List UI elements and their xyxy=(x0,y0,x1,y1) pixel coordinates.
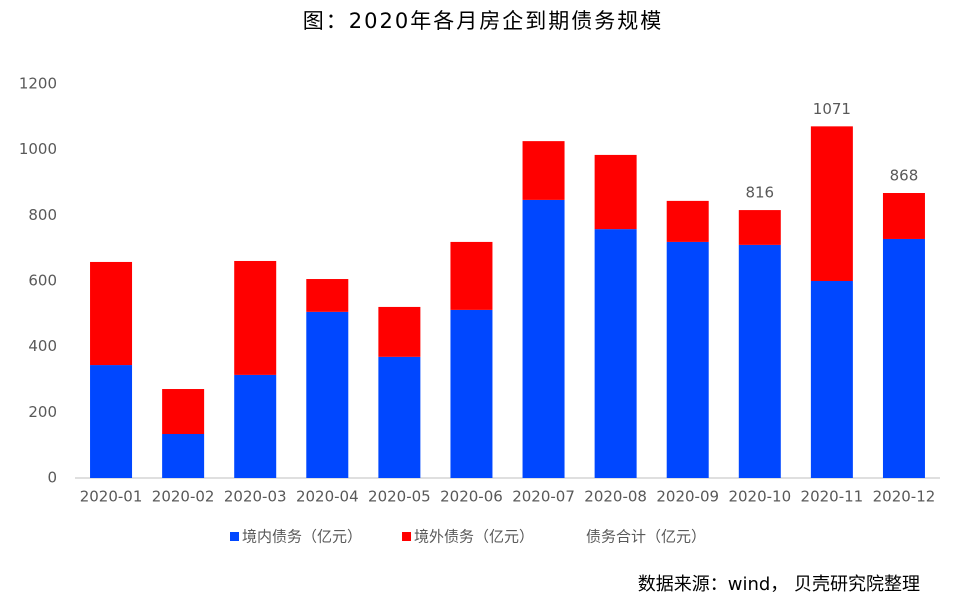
bar-segment xyxy=(234,260,277,375)
x-tick-label: 2020-05 xyxy=(368,488,431,506)
bar-segment xyxy=(522,141,565,200)
x-tick-label: 2020-07 xyxy=(512,488,575,506)
bar-segment xyxy=(594,154,637,230)
total-label: 1071 xyxy=(813,100,851,118)
total-label: 816 xyxy=(745,184,774,202)
bar-segment xyxy=(810,281,853,478)
x-tick-label: 2020-06 xyxy=(440,488,503,506)
bar-segment xyxy=(378,356,421,478)
x-tick-label: 2020-09 xyxy=(656,488,719,506)
legend-label: 境内债务（亿元） xyxy=(242,528,362,546)
chart-title: 图：2020年各月房企到期债务规模 xyxy=(303,9,663,33)
x-tick-label: 2020-12 xyxy=(873,488,936,506)
legend-label: 境外债务（亿元） xyxy=(414,528,534,546)
x-tick-label: 2020-01 xyxy=(80,488,143,506)
bar-segment xyxy=(738,210,781,245)
y-tick-label: 1000 xyxy=(19,140,57,158)
legend-label: 债务合计（亿元） xyxy=(586,528,706,546)
x-tick-label: 2020-08 xyxy=(584,488,647,506)
y-tick-label: 600 xyxy=(28,272,57,290)
x-tick-label: 2020-02 xyxy=(152,488,215,506)
bar-segment xyxy=(666,241,709,478)
x-tick-label: 2020-10 xyxy=(728,488,791,506)
bar-segment xyxy=(738,244,781,478)
y-tick-label: 400 xyxy=(28,337,57,355)
y-tick-label: 0 xyxy=(47,469,57,487)
x-tick-label: 2020-03 xyxy=(224,488,287,506)
bar-segment xyxy=(162,434,205,478)
bar-segment xyxy=(162,389,205,435)
bar-segment xyxy=(810,126,853,281)
legend-marker xyxy=(402,532,412,541)
bar-segment xyxy=(594,229,637,478)
bar-segment xyxy=(450,309,493,478)
bar-segment xyxy=(234,374,277,478)
legend-marker xyxy=(230,532,239,541)
bar-segment xyxy=(378,306,421,357)
y-tick-label: 800 xyxy=(28,206,57,224)
bar-segment xyxy=(666,200,709,242)
bar-segment xyxy=(882,193,925,239)
y-tick-label: 1200 xyxy=(19,75,57,93)
bar-segment xyxy=(450,241,493,310)
y-tick-label: 200 xyxy=(28,403,57,421)
bar-segment xyxy=(90,365,133,478)
bar-segment xyxy=(306,279,349,312)
bar-segment xyxy=(306,311,349,478)
bar-segment xyxy=(90,261,133,366)
source-note: 数据来源：wind， 贝壳研究院整理 xyxy=(638,574,920,595)
bar-segment xyxy=(522,199,565,478)
bar-segment xyxy=(882,238,925,478)
total-label: 868 xyxy=(890,167,919,185)
x-tick-label: 2020-11 xyxy=(801,488,864,506)
x-tick-label: 2020-04 xyxy=(296,488,359,506)
